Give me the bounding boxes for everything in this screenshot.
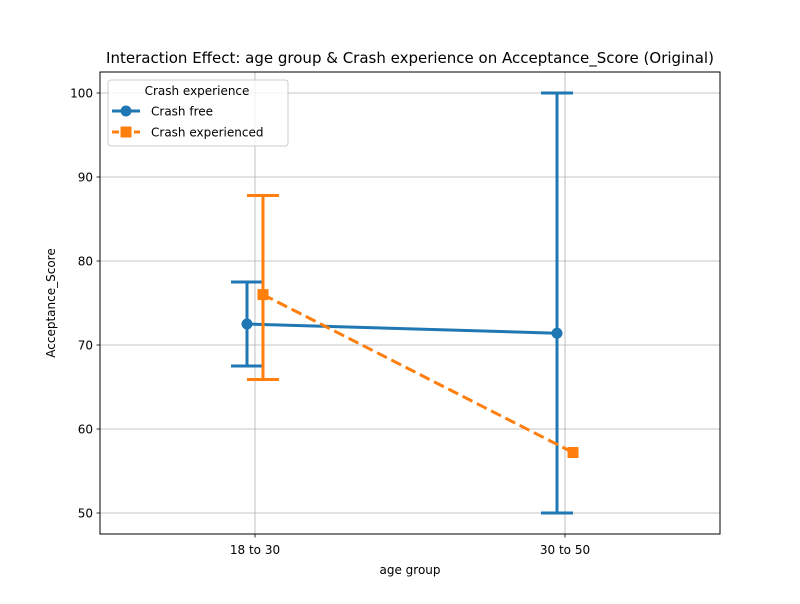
legend-label: Crash experienced bbox=[151, 126, 263, 140]
x-axis-label: age group bbox=[379, 563, 440, 577]
y-tick-label: 100 bbox=[70, 87, 93, 101]
data-layer bbox=[231, 91, 579, 515]
y-tick-label: 90 bbox=[78, 171, 93, 185]
legend-title: Crash experience bbox=[145, 84, 250, 98]
legend-box bbox=[107, 79, 289, 147]
y-tick-label: 80 bbox=[78, 255, 93, 269]
y-tick-label: 60 bbox=[78, 423, 93, 437]
chart-title: Interaction Effect: age group & Crash ex… bbox=[106, 49, 714, 68]
tick-layer: 50 60 70 80 90 100 18 to 30 30 to 50 bbox=[70, 87, 590, 558]
data-point-marker bbox=[551, 327, 563, 339]
grid-layer bbox=[100, 72, 720, 534]
y-tick-label: 70 bbox=[78, 339, 93, 353]
y-axis-label: Acceptance_Score bbox=[44, 248, 58, 357]
data-point-marker bbox=[241, 318, 253, 330]
data-point-marker bbox=[257, 289, 269, 301]
legend-label: Crash free bbox=[151, 105, 213, 119]
series-line bbox=[246, 322, 558, 335]
x-tick-label: 30 to 50 bbox=[540, 543, 590, 557]
legend-marker bbox=[120, 105, 132, 117]
plot-frame bbox=[99, 71, 721, 535]
data-point-marker bbox=[567, 447, 579, 459]
legend-marker bbox=[120, 126, 132, 138]
legend-items: Crash free Crash experienced bbox=[112, 105, 263, 140]
series-line bbox=[262, 293, 574, 454]
y-tick-label: 50 bbox=[78, 507, 93, 521]
legend: Crash experience Crash free Crash experie… bbox=[107, 79, 289, 147]
x-tick-label: 18 to 30 bbox=[230, 543, 280, 557]
